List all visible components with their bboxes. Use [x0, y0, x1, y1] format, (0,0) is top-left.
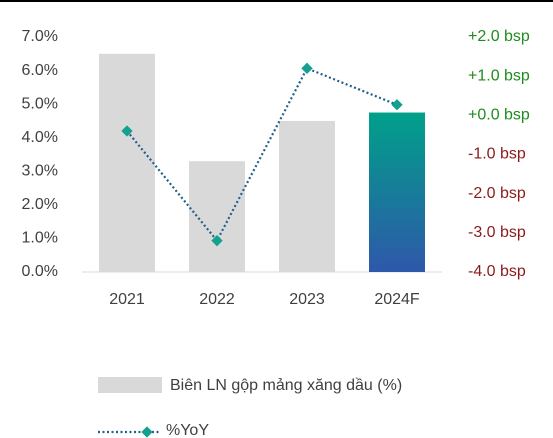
bar — [369, 112, 425, 273]
legend-label: %YoY — [166, 422, 209, 438]
legend-swatch — [98, 377, 162, 393]
y-tick-label: 1.0% — [22, 230, 58, 247]
x-tick-label: 2023 — [289, 291, 325, 308]
legend-label: Biên LN gộp mảng xăng dầu (%) — [170, 377, 402, 394]
x-tick-label: 2022 — [199, 291, 235, 308]
marker — [211, 235, 223, 247]
x-tick-label: 2021 — [109, 291, 145, 308]
y2-tick-label: -2.0 bsp — [468, 185, 526, 202]
line — [126, 66, 398, 243]
y-tick-label: 0.0% — [22, 263, 58, 280]
y2-tick-label: -3.0 bsp — [468, 224, 526, 241]
y-tick-label: 2.0% — [22, 196, 58, 213]
marker — [301, 62, 313, 74]
bar — [189, 161, 245, 272]
y-tick-label: 5.0% — [22, 95, 58, 112]
y2-tick-label: +2.0 bsp — [468, 28, 530, 45]
y-tick-label: 7.0% — [22, 28, 58, 45]
bar — [99, 53, 155, 273]
y2-tick-label: -1.0 bsp — [468, 146, 526, 163]
top-rule — [0, 0, 553, 2]
y2-tick-label: +1.0 bsp — [468, 67, 530, 84]
x-tick-label: 2024F — [374, 291, 420, 308]
marker — [391, 99, 403, 111]
y2-tick-label: -4.0 bsp — [468, 263, 526, 280]
y-tick-label: 6.0% — [22, 62, 58, 79]
y2-tick-label: +0.0 bsp — [468, 107, 530, 124]
y-tick-label: 3.0% — [22, 163, 58, 180]
y-tick-label: 4.0% — [22, 129, 58, 146]
legend-marker — [141, 426, 153, 438]
bar — [279, 120, 335, 272]
